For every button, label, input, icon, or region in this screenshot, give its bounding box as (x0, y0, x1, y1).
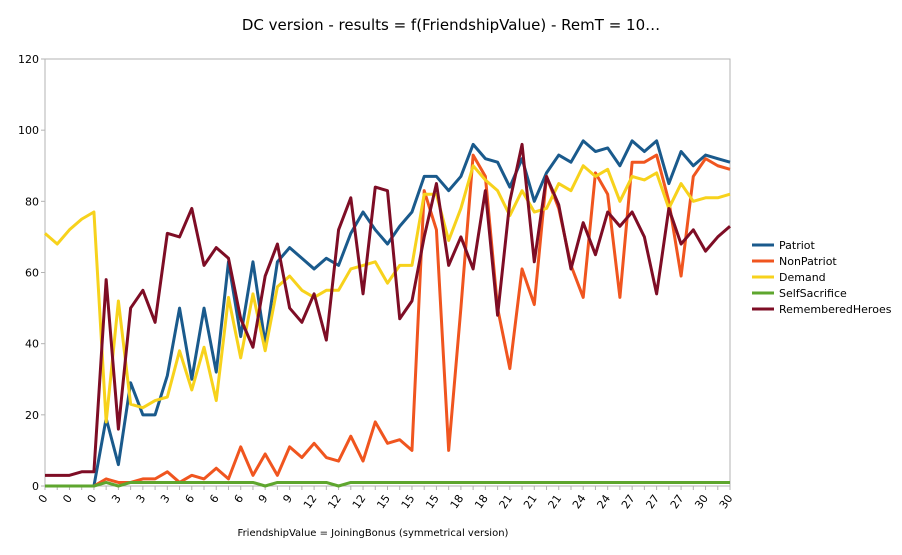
x-tick-label: 6 (232, 492, 247, 505)
legend-label: Patriot (779, 239, 816, 252)
x-tick-label: 15 (423, 492, 442, 511)
x-tick-label: 15 (374, 492, 393, 511)
x-tick-label: 18 (472, 492, 491, 511)
x-axis-label: FriendshipValue = JoiningBonus (symmetri… (238, 528, 509, 539)
x-tick-label: 12 (325, 492, 344, 511)
x-tick-label: 15 (399, 492, 418, 511)
y-tick-label: 0 (32, 480, 39, 493)
x-tick-label: 9 (256, 492, 271, 505)
series-line (45, 139, 731, 488)
x-tick-label: 6 (183, 492, 198, 505)
x-tick-label: 3 (109, 492, 124, 505)
x-tick-label: 9 (280, 492, 295, 505)
x-tick-label: 3 (134, 492, 149, 505)
x-tick-label: 3 (158, 492, 173, 505)
y-tick-label: 60 (25, 267, 39, 280)
legend-label: SelfSacrifice (779, 287, 847, 300)
x-tick-label: 27 (619, 492, 638, 511)
y-tick-label: 120 (18, 53, 39, 66)
x-tick-label: 12 (350, 492, 369, 511)
x-tick-label: 21 (521, 492, 540, 511)
y-tick-label: 20 (25, 409, 39, 422)
series-line (45, 480, 730, 488)
y-tick-label: 80 (25, 195, 39, 208)
x-tick-label: 0 (36, 492, 51, 505)
x-tick-label: 30 (692, 492, 711, 511)
legend-label: NonPatriot (779, 255, 837, 268)
x-tick-label: 27 (643, 492, 662, 511)
chart-title: DC version - results = f(FriendshipValue… (242, 16, 660, 34)
legend-label: RememberedHeroes (779, 303, 892, 316)
y-tick-label: 40 (25, 338, 39, 351)
x-tick-label: 21 (497, 492, 516, 511)
x-tick-label: 24 (594, 492, 613, 511)
x-tick-label: 6 (207, 492, 222, 505)
legend-label: Demand (779, 271, 826, 284)
x-tick-label: 27 (668, 492, 687, 511)
x-tick-label: 0 (85, 492, 100, 505)
x-tick-label: 12 (301, 492, 320, 511)
x-tick-label: 21 (546, 492, 565, 511)
series-line (44, 164, 731, 424)
x-tick-label: 0 (60, 492, 75, 505)
y-tick-label: 100 (18, 124, 39, 137)
x-tick-label: 24 (570, 492, 589, 511)
series-line (45, 142, 731, 477)
x-tick-label: 30 (717, 492, 736, 511)
x-tick-label: 18 (448, 492, 467, 511)
series-line (45, 153, 731, 488)
plot-frame (44, 58, 731, 487)
